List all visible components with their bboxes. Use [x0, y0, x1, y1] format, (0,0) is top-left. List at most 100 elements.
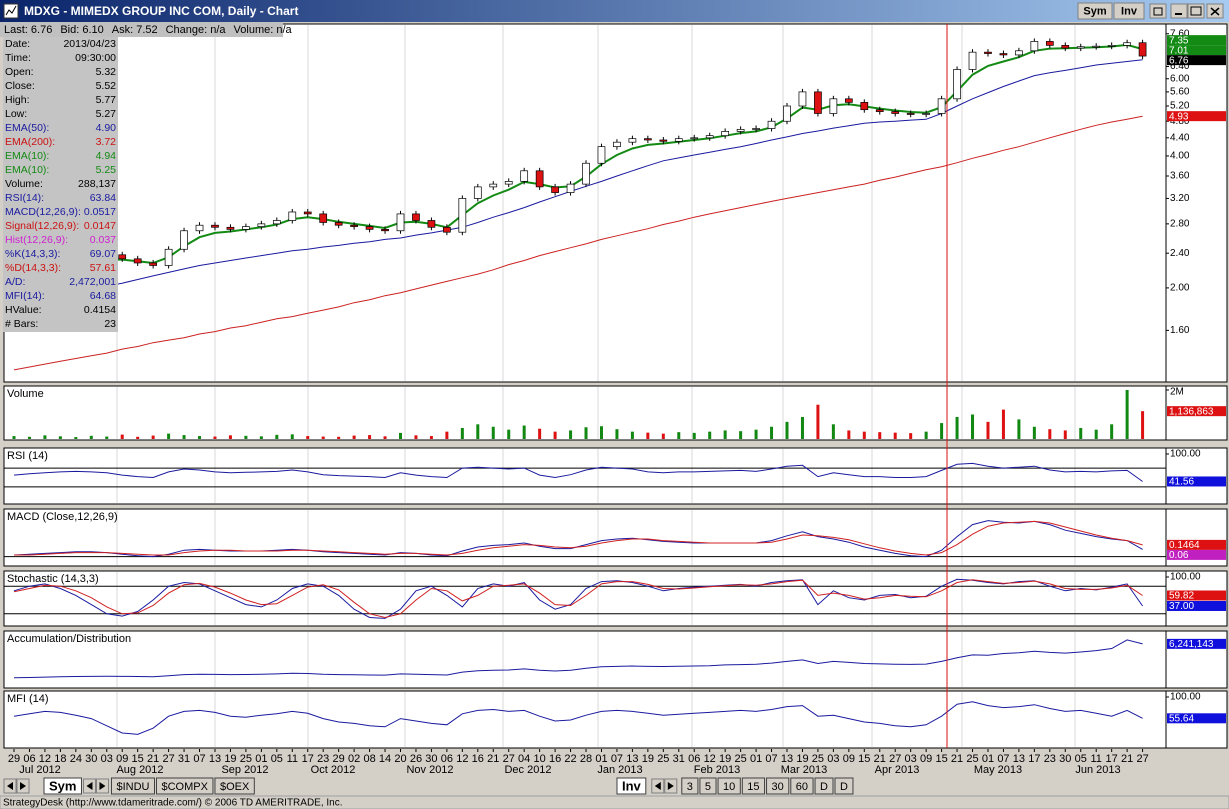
volume-bar: [646, 432, 650, 439]
chart-panels: 7.60 6.406.00 5.60 5.20 4.80 4.40 4.00 3.60 3.20…: [3, 23, 1228, 749]
volume-bar: [739, 431, 743, 439]
candle-body: [844, 98, 853, 103]
candle-body: [118, 254, 127, 260]
candle-body: [195, 224, 204, 232]
symbol-tab[interactable]: [43, 777, 82, 795]
date-tick-label: 07: [611, 753, 623, 765]
volume-bar: [692, 432, 696, 439]
candle-body: [1092, 45, 1101, 48]
value-tag: [1167, 549, 1226, 560]
volume-bar: [151, 435, 155, 439]
tab-strip: Sym $INDU $COMPX $OEX Inv 3 5 10 15 30 60 D D: [3, 777, 854, 795]
data-label: Volume:: [5, 178, 43, 190]
volume-bar: [723, 430, 727, 439]
value-tag-label: 4.93: [1169, 111, 1189, 122]
candle-body: [721, 131, 730, 137]
volume-bar: [893, 432, 897, 439]
volume-bar: [136, 436, 140, 439]
scroll-arrow: [20, 782, 26, 790]
interval-tab-label: 10: [723, 781, 735, 793]
y-tick-label: 5.20: [1170, 101, 1190, 112]
volume-bar: [414, 435, 418, 439]
y-tick-label: 7.60: [1170, 28, 1190, 39]
interval-tab[interactable]: [790, 777, 814, 795]
y-tick-label: 2M: [1170, 387, 1184, 398]
symbol-tab[interactable]: [155, 777, 214, 795]
candle-body: [149, 262, 157, 266]
y-tick-label: 2.80: [1170, 218, 1190, 229]
date-tick-label: 10: [534, 753, 546, 765]
data-value: 5.25: [96, 164, 117, 176]
data-label: MFI(14):: [5, 290, 45, 302]
volume-bar: [986, 421, 990, 439]
date-tick-label: 21: [874, 753, 886, 765]
candle-body: [690, 137, 699, 140]
indicator-line: [13, 115, 1143, 371]
y-tick-label: 2.40: [1170, 248, 1190, 259]
symbol-tab[interactable]: [214, 777, 255, 795]
volume-bar: [1141, 411, 1145, 439]
panel-axis: [1165, 23, 1228, 383]
date-tick-label: 13: [1013, 753, 1025, 765]
toolbar-button[interactable]: [1077, 2, 1113, 20]
restore-button[interactable]: [1149, 3, 1167, 19]
date-tick-label: 03: [827, 753, 839, 765]
minimize-button[interactable]: [1170, 3, 1188, 19]
candle-body: [1123, 42, 1131, 46]
toolbar-button[interactable]: [1113, 2, 1145, 20]
interval-tab[interactable]: [741, 777, 766, 795]
volume-bar: [909, 433, 913, 439]
maximize-button[interactable]: [1187, 3, 1205, 19]
data-label: HValue:: [5, 304, 42, 316]
candle-body: [628, 138, 637, 143]
date-tick-label: 03: [101, 753, 113, 765]
interval-tab[interactable]: [834, 777, 854, 795]
interval-tab[interactable]: [699, 777, 717, 795]
candle-body: [705, 135, 714, 139]
volume-bar: [1079, 427, 1083, 439]
interval-tab-label: 60: [796, 781, 808, 793]
candle-body: [999, 53, 1008, 56]
value-tag-label: 41.56: [1169, 477, 1194, 488]
date-tick-label: 19: [224, 753, 236, 765]
date-tick-label: 29: [333, 753, 345, 765]
restore-glyph: [1153, 7, 1163, 16]
symbol-tab-label: Sym: [49, 778, 76, 793]
month-label: Jul 2012: [19, 764, 61, 776]
interval-tab[interactable]: [681, 777, 699, 795]
y-tick-label: 6.40: [1170, 61, 1190, 72]
volume-bar: [507, 429, 511, 439]
interval-tab[interactable]: [717, 777, 741, 795]
volume-bar: [708, 431, 712, 439]
candle-body: [783, 105, 791, 122]
candle-body: [1107, 45, 1116, 47]
candle-body: [937, 98, 946, 114]
symbol-tab[interactable]: [110, 777, 155, 795]
interval-tab[interactable]: [616, 777, 647, 795]
value-tag: [1167, 713, 1226, 724]
data-value: 63.84: [90, 192, 116, 204]
quote-bar: [0, 22, 283, 37]
date-tick-label: 27: [503, 753, 515, 765]
candle-body: [674, 138, 683, 142]
y-tick-label: 4.80: [1170, 116, 1190, 127]
volume-bar: [553, 431, 557, 439]
interval-tab[interactable]: [766, 777, 790, 795]
date-tick-label: 19: [719, 753, 731, 765]
volume-bar: [569, 430, 573, 439]
volume-bar: [275, 434, 279, 439]
candle-body: [288, 211, 297, 221]
y-tick-label: 1.60: [1170, 325, 1190, 336]
candle-body: [180, 230, 188, 250]
quote-item: Last: 6.76: [4, 24, 52, 36]
y-tick-label: 4.40: [1170, 132, 1190, 143]
interval-tab[interactable]: [814, 777, 834, 795]
date-tick-label: 09: [843, 753, 855, 765]
indicator-line: [14, 520, 1143, 556]
volume-bar: [754, 429, 758, 439]
value-tag: [1167, 55, 1226, 66]
volume-bar: [599, 426, 603, 439]
data-value: 5.77: [96, 94, 117, 106]
value-tag: [1167, 476, 1226, 487]
candle-body: [953, 69, 961, 100]
